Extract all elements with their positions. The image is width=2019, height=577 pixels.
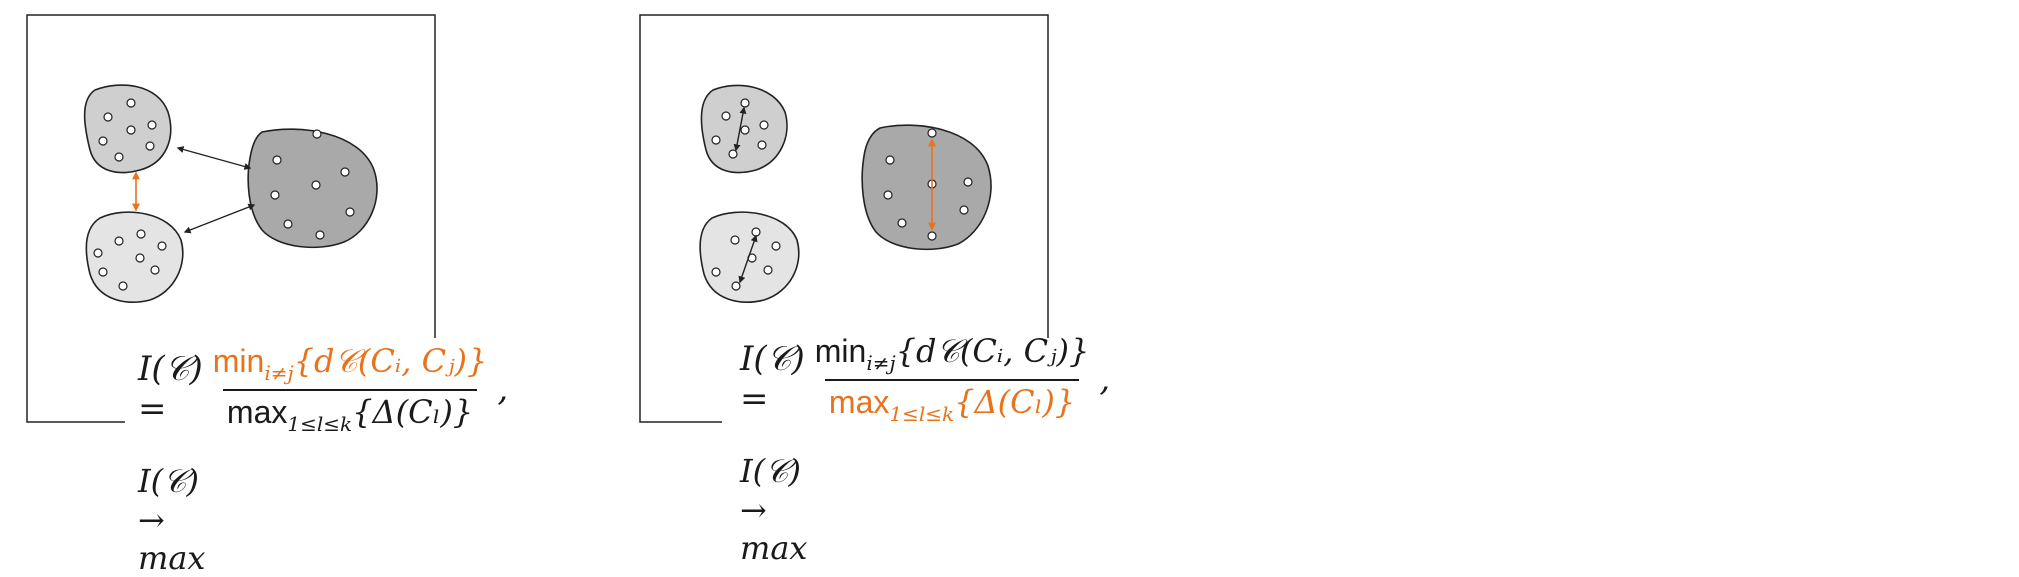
cluster-large — [861, 124, 992, 251]
formula-fraction: mini≠j{d𝒞(Cᵢ, Cⱼ)} max1≤l≤k{Δ(Cₗ)} — [811, 332, 1094, 426]
objective-statement: I(𝒞) → max — [740, 452, 808, 567]
frame-line — [26, 14, 436, 423]
formula-trail: , — [1099, 359, 1111, 399]
dunn-index-formula: I(𝒞) = mini≠j{d𝒞(Cᵢ, Cⱼ)} max1≤l≤k{Δ(Cₗ)… — [138, 342, 508, 436]
formula-fraction: mini≠j{d𝒞(Cᵢ, Cⱼ)} max1≤l≤k{Δ(Cₗ)} — [209, 342, 492, 436]
formula-denominator: max1≤l≤k{Δ(Cₗ)} — [824, 379, 1080, 426]
formula-lhs: I(𝒞) = — [138, 349, 203, 429]
formula-lhs: I(𝒞) = — [740, 339, 805, 419]
diameter-arrow — [733, 106, 747, 152]
distance-arrow — [176, 146, 252, 170]
formula-denominator: max1≤l≤k{Δ(Cₗ)} — [222, 389, 478, 436]
diameter-arrow — [738, 234, 758, 284]
frame-line — [639, 14, 1049, 423]
distance-arrow — [183, 203, 256, 234]
formula-numerator: mini≠j{d𝒞(Cᵢ, Cⱼ)} — [814, 332, 1090, 375]
formula-numerator: mini≠j{d𝒞(Cᵢ, Cⱼ)} — [212, 342, 488, 385]
formula-trail: , — [497, 369, 509, 409]
cluster-bottom-left — [85, 211, 184, 303]
cluster-diagram-2 — [639, 14, 1049, 423]
cluster-points — [93, 98, 355, 291]
cluster-diagram-1 — [26, 14, 436, 423]
dunn-index-formula: I(𝒞) = mini≠j{d𝒞(Cᵢ, Cⱼ)} max1≤l≤k{Δ(Cₗ)… — [740, 332, 1110, 426]
